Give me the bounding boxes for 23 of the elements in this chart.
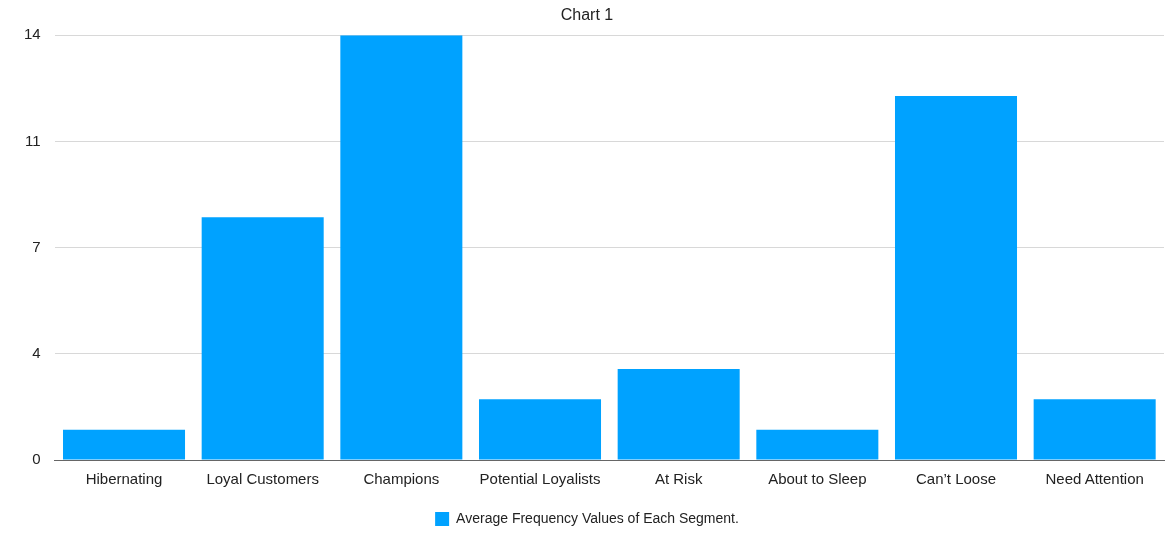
y-tick-label: 7 — [32, 237, 41, 255]
x-tick-label: About to Sleep — [768, 470, 867, 488]
bar — [1033, 399, 1156, 460]
bar — [617, 368, 740, 460]
bar — [63, 429, 186, 460]
legend-label: Average Frequency Values of Each Segment. — [456, 509, 739, 526]
bar — [479, 399, 602, 460]
x-tick-label: Loyal Customers — [206, 470, 319, 488]
x-tick-label: Potential Loyalists — [479, 470, 601, 488]
x-tick-label: Hibernating — [85, 470, 163, 488]
x-tick-label: Can’t Loose — [915, 470, 997, 488]
bar — [756, 429, 879, 460]
bar — [201, 217, 324, 460]
x-tick-label: Champions — [363, 470, 440, 488]
x-tick-label: Need Attention — [1045, 470, 1144, 488]
y-tick-label: 11 — [25, 131, 41, 149]
chart-title: Chart 1 — [560, 6, 614, 24]
bar — [894, 95, 1018, 460]
bar — [340, 35, 463, 460]
y-tick-label: 0 — [32, 450, 41, 468]
y-tick-label: 4 — [32, 343, 41, 361]
y-tick-label: 14 — [24, 25, 41, 43]
x-tick-label: At Risk — [654, 470, 703, 488]
